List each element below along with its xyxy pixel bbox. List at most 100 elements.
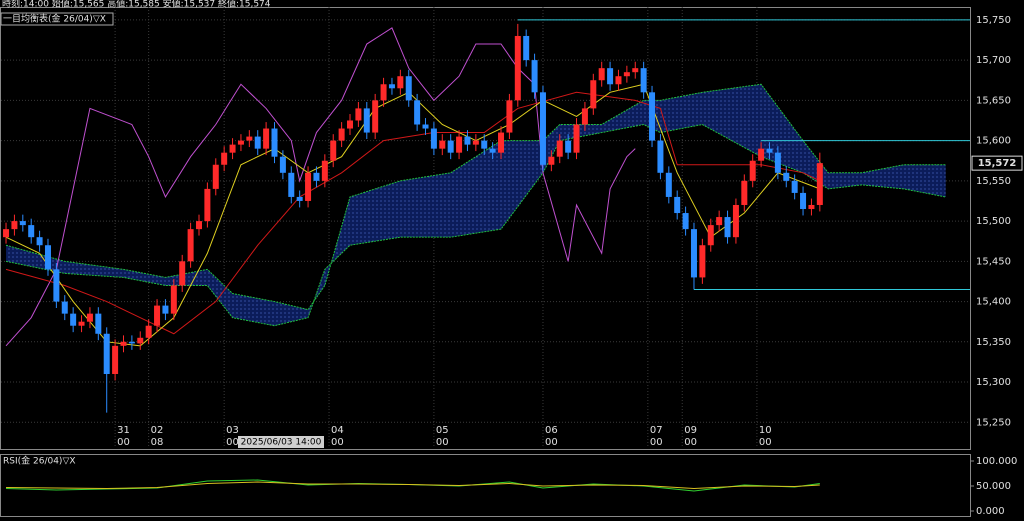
candle-body xyxy=(70,313,77,326)
candle-body xyxy=(237,140,244,145)
candle-body xyxy=(179,261,186,286)
indicator-box xyxy=(0,12,114,26)
candle-body xyxy=(372,100,379,133)
candle-body xyxy=(11,221,18,230)
candle-body xyxy=(447,140,454,153)
candle-body xyxy=(724,217,731,238)
candle-body xyxy=(531,60,538,93)
candle-body xyxy=(682,213,689,230)
candle-body xyxy=(506,100,513,133)
candle-body xyxy=(783,172,790,181)
candle-body xyxy=(321,160,328,181)
candle-body xyxy=(112,345,119,375)
candle-body xyxy=(649,92,656,141)
candle-body xyxy=(204,188,211,222)
crosshair-box xyxy=(238,436,324,448)
candle-body xyxy=(388,84,395,89)
candle-body xyxy=(44,245,51,270)
candle-body xyxy=(397,76,404,89)
candle-body xyxy=(3,229,10,238)
candle-body xyxy=(36,237,43,246)
candle-body xyxy=(414,100,421,125)
candle-body xyxy=(657,140,664,173)
x-tick-label: 03 xyxy=(226,425,239,436)
candle-body xyxy=(162,305,169,314)
candle-body xyxy=(195,221,202,230)
y-tick-label: 50.000 xyxy=(976,481,1011,492)
indicator-label: 一目均衡表(金 26/04)▽X xyxy=(3,13,106,25)
candle-body xyxy=(489,148,496,153)
indicator-line xyxy=(5,83,946,311)
x-tick-sublabel: 08 xyxy=(151,437,164,448)
candle-body xyxy=(212,164,219,189)
last-price-label: 15,572 xyxy=(978,158,1017,169)
candle-body xyxy=(514,35,521,101)
x-tick-label: 04 xyxy=(331,425,344,436)
rsi-label: RSI(金 26/04)▽X xyxy=(3,455,76,467)
candle-body xyxy=(523,35,530,61)
candle-body xyxy=(690,229,697,278)
candle-body xyxy=(732,204,739,238)
candle-body xyxy=(137,337,144,344)
candle-body xyxy=(78,321,85,326)
candle-body xyxy=(565,140,572,153)
x-tick-sublabel: 00 xyxy=(117,437,130,448)
candle-body xyxy=(95,313,102,334)
y-tick-label: 15,250 xyxy=(976,417,1011,428)
candle-body xyxy=(28,225,35,238)
x-tick-sublabel: 00 xyxy=(436,437,449,448)
candle-body xyxy=(296,196,303,201)
y-tick-label: 15,700 xyxy=(976,55,1011,66)
candle-body xyxy=(615,76,622,85)
x-tick-sublabel: 00 xyxy=(650,437,663,448)
candle-body xyxy=(766,148,773,153)
x-tick-label: 10 xyxy=(759,425,772,436)
x-tick-label: 02 xyxy=(151,425,164,436)
x-tick-sublabel: 00 xyxy=(226,437,239,448)
candle-body xyxy=(439,140,446,149)
candle-body xyxy=(556,140,563,157)
candle-body xyxy=(456,136,463,153)
x-tick-sublabel: 00 xyxy=(684,437,697,448)
x-tick-sublabel: 00 xyxy=(759,437,772,448)
candle-body xyxy=(128,341,135,344)
last-price-box xyxy=(971,155,1023,171)
candle-body xyxy=(581,108,588,125)
y-tick-label: 15,650 xyxy=(976,95,1011,106)
candle-body xyxy=(61,301,68,314)
candle-body xyxy=(170,285,177,314)
header: 時刻:14:00 始値:15,565 高値:15,585 安値:15,537 終… xyxy=(2,0,271,10)
candle-body xyxy=(498,132,505,153)
candle-body xyxy=(363,108,370,133)
x-tick-label: 05 xyxy=(436,425,449,436)
candle-body xyxy=(53,269,60,302)
y-tick-label: 15,550 xyxy=(976,176,1011,187)
candle-body xyxy=(221,152,228,165)
candle-body xyxy=(607,68,614,85)
candle-body xyxy=(699,245,706,278)
indicator-line xyxy=(5,27,636,347)
candle-body xyxy=(598,68,605,81)
y-tick-label: 15,350 xyxy=(976,337,1011,348)
candle-body xyxy=(86,313,93,322)
candle-body xyxy=(254,136,261,149)
candle-body xyxy=(640,68,647,93)
candle-body xyxy=(19,221,26,226)
candle-body xyxy=(590,80,597,109)
candle-body xyxy=(380,84,387,101)
candle-body xyxy=(120,341,127,346)
x-tick-sublabel: 00 xyxy=(331,437,344,448)
candle-body xyxy=(338,128,345,141)
candle-body xyxy=(539,92,546,165)
main-frame xyxy=(0,7,971,450)
rsi-line xyxy=(6,481,820,490)
y-tick-label: 0.000 xyxy=(976,506,1005,517)
y-tick-label: 15,600 xyxy=(976,136,1011,147)
candle-body xyxy=(464,136,471,145)
x-tick-label: 09 xyxy=(684,425,697,436)
y-tick-label: 100.000 xyxy=(976,456,1017,467)
candle-body xyxy=(774,152,781,173)
x-tick-label: 31 xyxy=(117,425,130,436)
candle-body xyxy=(405,76,412,101)
